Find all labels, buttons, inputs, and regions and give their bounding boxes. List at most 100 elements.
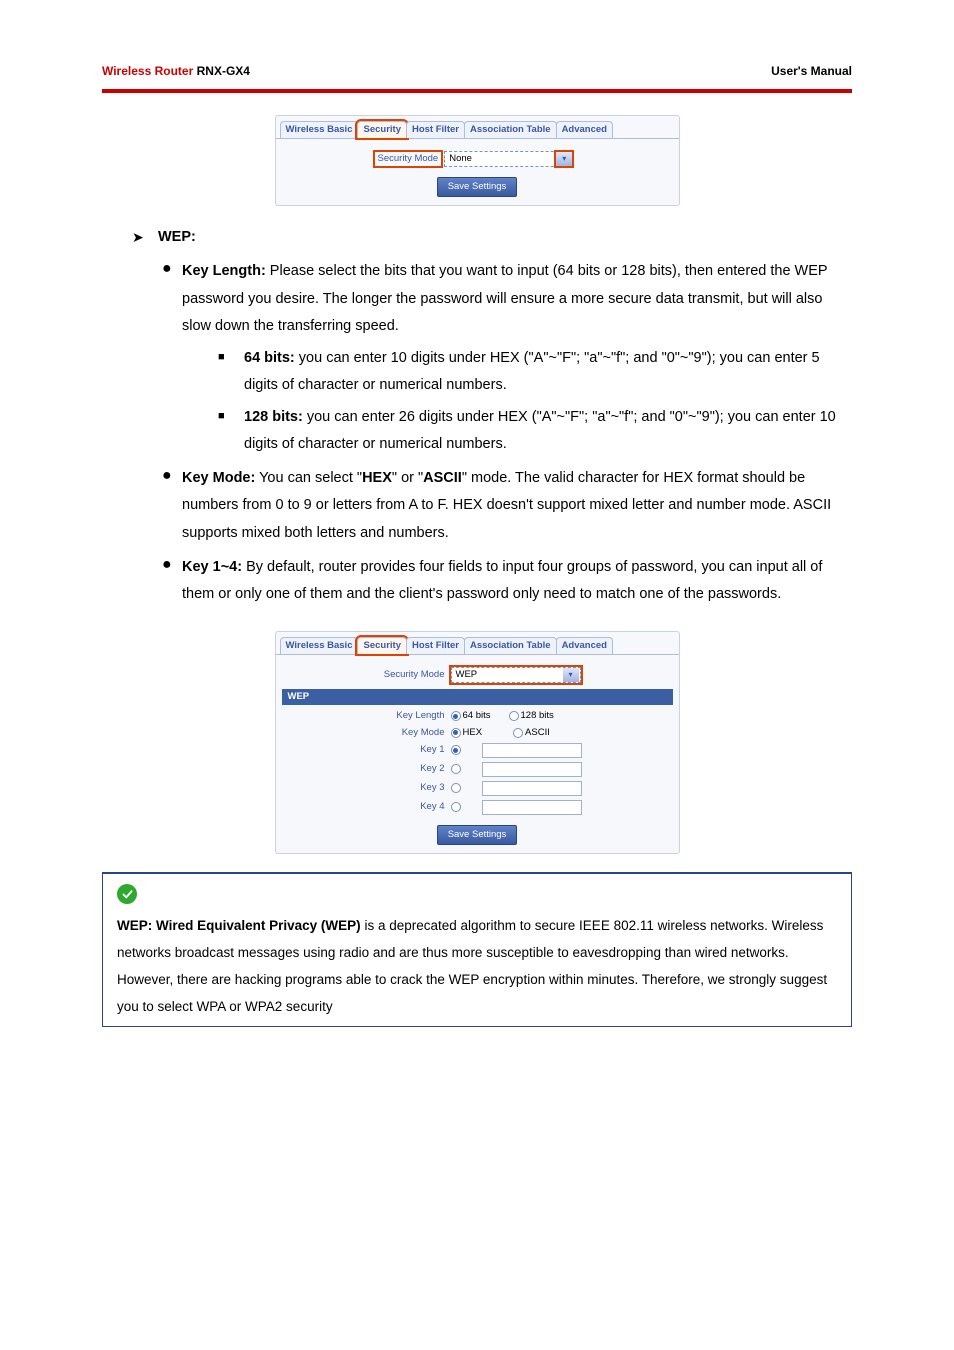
key-mode-bold: Key Mode: bbox=[182, 470, 255, 486]
tab-host-filter[interactable]: Host Filter bbox=[406, 121, 465, 138]
radio-icon bbox=[509, 711, 519, 721]
key1-label: Key 1 bbox=[286, 744, 451, 756]
check-icon bbox=[117, 884, 137, 904]
tab-security[interactable]: Security bbox=[357, 121, 407, 138]
security-mode-value: None bbox=[445, 153, 555, 165]
bullet-icon: ● bbox=[162, 258, 172, 280]
radio-icon bbox=[451, 783, 461, 793]
bits-64-body: you can enter 10 digits under HEX ("A"~"… bbox=[244, 350, 820, 394]
chevron-down-icon[interactable]: ▾ bbox=[563, 668, 579, 682]
radio-128bits-label: 128 bits bbox=[521, 710, 554, 722]
tab-advanced[interactable]: Advanced bbox=[556, 637, 613, 654]
bullet-icon: ● bbox=[162, 465, 172, 487]
note-box: WEP: Wired Equivalent Privacy (WEP) is a… bbox=[102, 872, 852, 1027]
header-left: Wireless Router RNX-GX4 bbox=[102, 60, 250, 83]
tab-advanced[interactable]: Advanced bbox=[556, 121, 613, 138]
key-1-4-body: By default, router provides four fields … bbox=[182, 559, 822, 603]
radio-ascii-label: ASCII bbox=[525, 727, 550, 739]
save-settings-button[interactable]: Save Settings bbox=[437, 177, 518, 197]
radio-hex-label: HEX bbox=[463, 727, 483, 739]
security-mode-label: Security Mode bbox=[376, 153, 441, 165]
key-length-text: Key Length: Please select the bits that … bbox=[182, 263, 827, 334]
radio-ascii[interactable]: ASCII bbox=[513, 727, 550, 739]
key2-input[interactable] bbox=[482, 762, 582, 777]
key-mode-row: Key Mode HEX ASCII bbox=[276, 725, 679, 741]
page-header: Wireless Router RNX-GX4 User's Manual bbox=[102, 60, 852, 89]
radio-icon bbox=[451, 745, 461, 755]
security-mode-label: Security Mode bbox=[286, 669, 451, 681]
bits-128-body: you can enter 26 digits under HEX ("A"~"… bbox=[244, 409, 836, 453]
key-length-item: ● Key Length: Please select the bits tha… bbox=[182, 258, 852, 459]
key4-input[interactable] bbox=[482, 800, 582, 815]
key1-input[interactable] bbox=[482, 743, 582, 758]
tab-wireless-basic[interactable]: Wireless Basic bbox=[280, 637, 359, 654]
security-mode-row: Security Mode None ▾ bbox=[276, 149, 679, 169]
security-mode-select[interactable]: None ▾ bbox=[444, 151, 574, 167]
chevron-down-icon[interactable]: ▾ bbox=[556, 152, 572, 166]
note-bold: WEP: Wired Equivalent Privacy (WEP) bbox=[117, 918, 361, 933]
radio-icon bbox=[451, 802, 461, 812]
radio-key2[interactable] bbox=[451, 764, 461, 774]
security-mode-value: WEP bbox=[452, 669, 562, 681]
bits-64-bold: 64 bits: bbox=[244, 350, 295, 366]
key-mode-hex: HEX bbox=[362, 470, 392, 486]
screenshot-security-none: Wireless Basic Security Host Filter Asso… bbox=[275, 115, 680, 207]
key4-label: Key 4 bbox=[286, 801, 451, 813]
radio-64bits-label: 64 bits bbox=[463, 710, 491, 722]
key-1-4-item: ● Key 1~4: By default, router provides f… bbox=[182, 554, 852, 609]
key2-label: Key 2 bbox=[286, 763, 451, 775]
tab-assoc-table[interactable]: Association Table bbox=[464, 637, 557, 654]
body-content: ➤ WEP: ● Key Length: Please select the b… bbox=[132, 224, 852, 608]
wep-section-header: WEP bbox=[282, 689, 673, 705]
radio-icon bbox=[513, 728, 523, 738]
wep-heading: WEP: bbox=[158, 229, 196, 245]
tab-wireless-basic[interactable]: Wireless Basic bbox=[280, 121, 359, 138]
bits-128-item: ■ 128 bits: you can enter 26 digits unde… bbox=[244, 404, 842, 459]
key-length-label: Key Length bbox=[286, 710, 451, 722]
brand: Wireless Router bbox=[102, 64, 193, 78]
radio-key4[interactable] bbox=[451, 802, 461, 812]
tab-security[interactable]: Security bbox=[357, 637, 407, 654]
radio-128bits[interactable]: 128 bits bbox=[509, 710, 554, 722]
key-length-body: Please select the bits that you want to … bbox=[182, 263, 827, 334]
key-mode-t2: " or " bbox=[392, 470, 423, 486]
key3-row: Key 3 bbox=[276, 779, 679, 798]
key3-input[interactable] bbox=[482, 781, 582, 796]
bits-128-bold: 128 bits: bbox=[244, 409, 303, 425]
key-length-bold: Key Length: bbox=[182, 263, 266, 279]
arrow-icon: ➤ bbox=[132, 224, 144, 251]
bits-64-item: ■ 64 bits: you can enter 10 digits under… bbox=[244, 345, 842, 400]
key-1-4-bold: Key 1~4: bbox=[182, 559, 242, 575]
note-text: WEP: Wired Equivalent Privacy (WEP) is a… bbox=[117, 918, 827, 1014]
save-settings-button[interactable]: Save Settings bbox=[437, 825, 518, 845]
screenshot-security-wep: Wireless Basic Security Host Filter Asso… bbox=[275, 631, 680, 855]
wep-section: ➤ WEP: ● Key Length: Please select the b… bbox=[158, 224, 852, 608]
radio-64bits[interactable]: 64 bits bbox=[451, 710, 491, 722]
square-icon: ■ bbox=[218, 404, 225, 429]
key-mode-ascii: ASCII bbox=[423, 470, 462, 486]
key1-row: Key 1 bbox=[276, 741, 679, 760]
radio-icon bbox=[451, 764, 461, 774]
square-icon: ■ bbox=[218, 345, 225, 370]
radio-key3[interactable] bbox=[451, 783, 461, 793]
key-mode-text: Key Mode: You can select "HEX" or "ASCII… bbox=[182, 470, 831, 541]
tab-assoc-table[interactable]: Association Table bbox=[464, 121, 557, 138]
tab-bar: Wireless Basic Security Host Filter Asso… bbox=[276, 632, 679, 655]
radio-key1[interactable] bbox=[451, 745, 461, 755]
tab-host-filter[interactable]: Host Filter bbox=[406, 637, 465, 654]
key-mode-label: Key Mode bbox=[286, 727, 451, 739]
key2-row: Key 2 bbox=[276, 760, 679, 779]
header-rule bbox=[102, 89, 852, 93]
radio-icon bbox=[451, 711, 461, 721]
bits-64-text: 64 bits: you can enter 10 digits under H… bbox=[244, 350, 820, 394]
key-mode-item: ● Key Mode: You can select "HEX" or "ASC… bbox=[182, 465, 852, 548]
key3-label: Key 3 bbox=[286, 782, 451, 794]
key4-row: Key 4 bbox=[276, 798, 679, 817]
radio-icon bbox=[451, 728, 461, 738]
key-length-row: Key Length 64 bits 128 bits bbox=[276, 708, 679, 724]
security-mode-select[interactable]: WEP ▾ bbox=[451, 667, 581, 683]
security-mode-row: Security Mode WEP ▾ bbox=[276, 665, 679, 685]
tab-bar: Wireless Basic Security Host Filter Asso… bbox=[276, 116, 679, 139]
radio-hex[interactable]: HEX bbox=[451, 727, 483, 739]
bullet-icon: ● bbox=[162, 554, 172, 576]
